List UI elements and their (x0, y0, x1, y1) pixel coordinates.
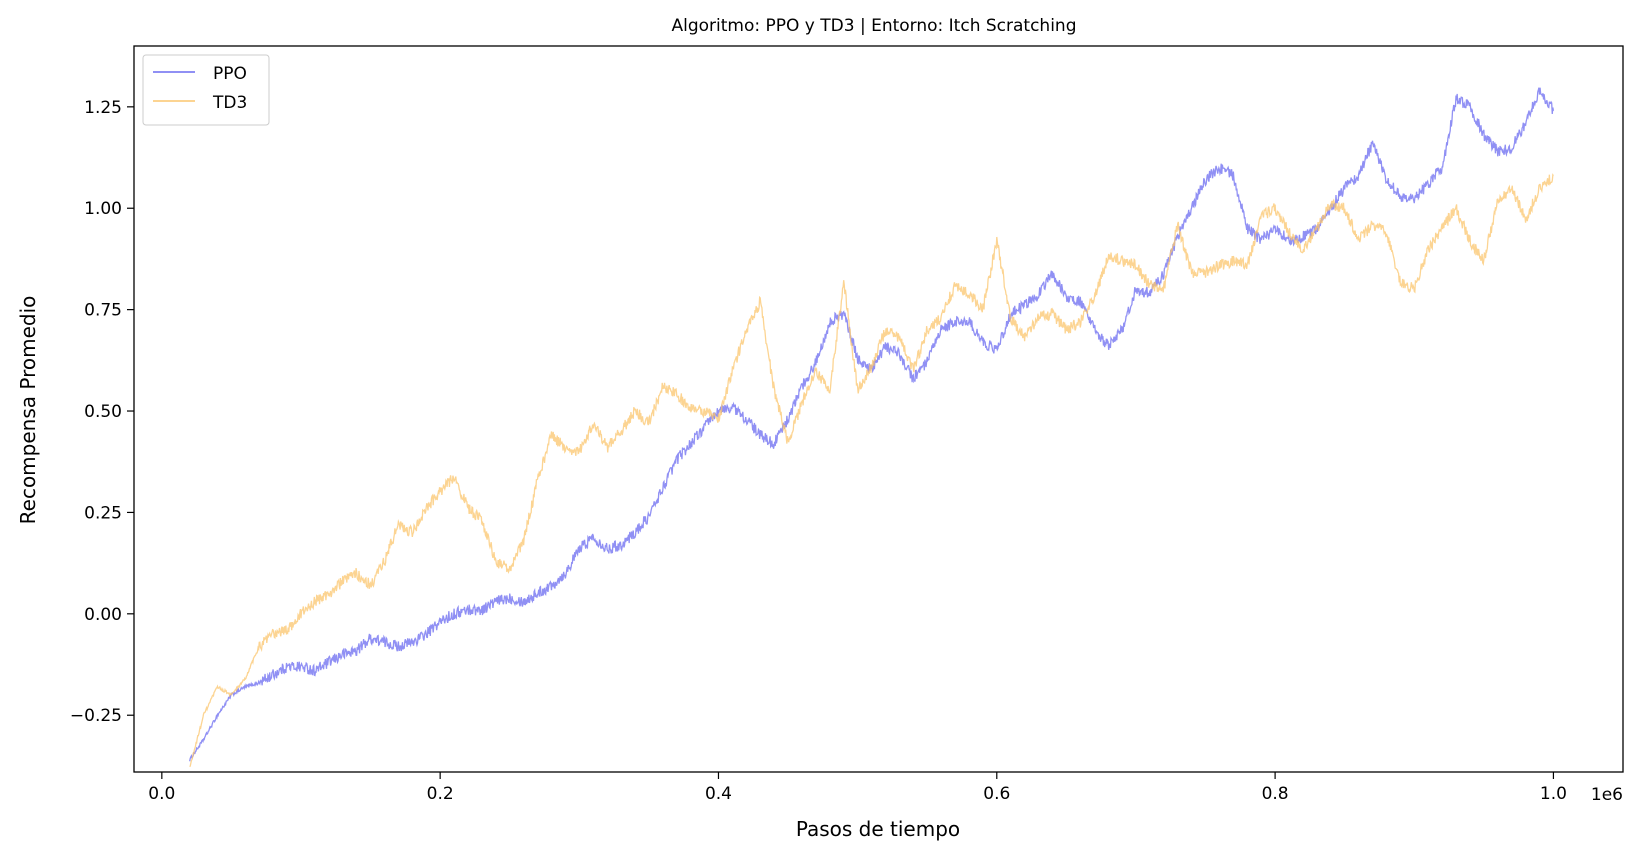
x-tick-label: 0.2 (427, 784, 454, 804)
y-tick-label: −0.25 (70, 706, 122, 726)
y-tick-label: 0.25 (84, 503, 122, 523)
x-tick-label: 0.8 (1262, 784, 1289, 804)
y-tick-label: 1.25 (84, 98, 122, 118)
y-axis-label: Recompensa Promedio (16, 296, 40, 525)
y-tick-label: 0.00 (84, 605, 122, 625)
series-line-td3 (189, 173, 1554, 768)
plot-area (189, 87, 1555, 768)
x-axis-label: Pasos de tiempo (796, 817, 960, 841)
chart-title: Algoritmo: PPO y TD3 | Entorno: Itch Scr… (672, 16, 1077, 36)
legend-label-td3: TD3 (212, 93, 247, 113)
plot-frame (133, 45, 1624, 773)
y-tick-label: 0.50 (84, 402, 122, 422)
x-axis: 0.0 0.2 0.4 0.6 0.8 1.0 (148, 772, 1567, 804)
x-tick-label: 1.0 (1540, 784, 1567, 804)
x-tick-label: 0.0 (148, 784, 175, 804)
y-tick-label: 0.75 (84, 301, 122, 321)
y-tick-label: 1.00 (84, 199, 122, 219)
legend-box (142, 54, 270, 126)
x-axis-offset-label: 1e6 (1591, 785, 1623, 805)
legend: PPO TD3 (142, 54, 270, 126)
y-axis: −0.25 0.00 0.25 0.50 0.75 1.00 1.25 (70, 98, 134, 726)
x-tick-label: 0.6 (983, 784, 1010, 804)
legend-label-ppo: PPO (213, 64, 247, 84)
x-tick-label: 0.4 (705, 784, 732, 804)
